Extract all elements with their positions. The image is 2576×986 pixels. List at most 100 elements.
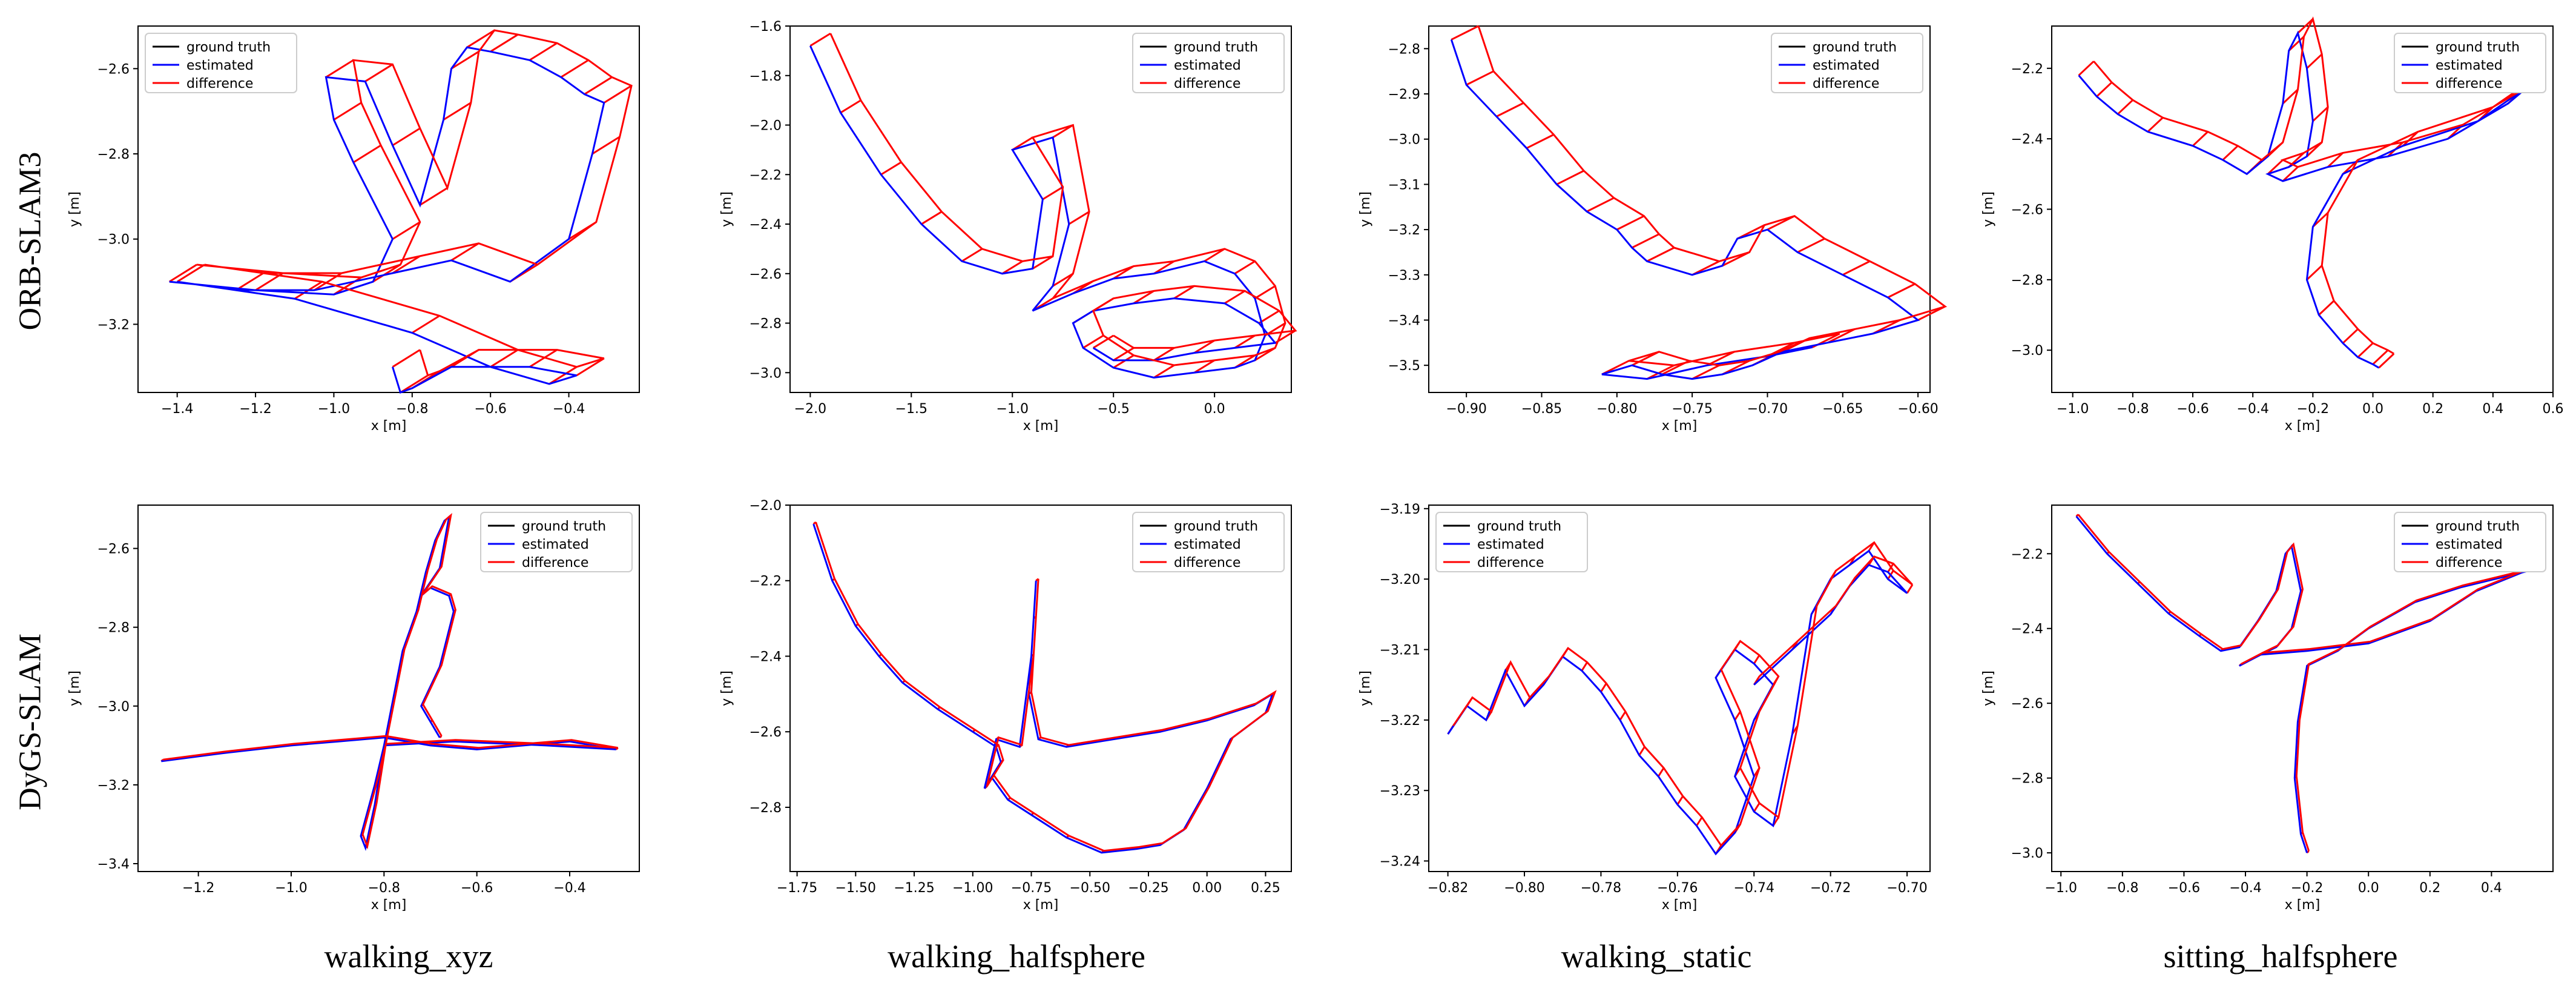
difference-segment — [325, 59, 354, 78]
difference-segment — [235, 272, 264, 291]
x-axis-label: x [m] — [371, 898, 407, 913]
x-tick-label: −0.78 — [1581, 881, 1621, 896]
difference-segment — [809, 32, 831, 47]
legend-label: difference — [1174, 76, 1240, 91]
difference-line — [2077, 514, 2540, 852]
x-tick-label: 0.0 — [2362, 402, 2383, 417]
x-tick-label: 0.2 — [2422, 402, 2443, 417]
legend-label: ground truth — [1174, 519, 1258, 534]
legend-box — [480, 512, 633, 572]
y-tick-label: −3.3 — [1388, 268, 1420, 283]
legend-box — [1132, 33, 1285, 93]
y-tick-label: −1.6 — [749, 19, 782, 35]
x-tick-label: −0.75 — [1672, 402, 1712, 417]
legend-box — [145, 33, 297, 93]
difference-segment — [2372, 349, 2389, 365]
x-tick-label: −0.6 — [461, 881, 493, 896]
difference-segment — [2222, 145, 2239, 161]
difference-segment — [529, 42, 558, 61]
y-tick-label: −2.0 — [749, 498, 782, 514]
y-tick-label: −3.2 — [97, 317, 130, 333]
y-tick-label: −3.22 — [1380, 713, 1420, 729]
x-tick-label: −1.5 — [895, 402, 927, 417]
legend-box — [1435, 512, 1588, 572]
legend: ground truth estimated difference — [1435, 512, 1588, 572]
x-tick-label: −0.75 — [1011, 881, 1052, 896]
x-tick-label: −0.85 — [1521, 402, 1562, 417]
x-tick-label: −0.90 — [1446, 402, 1486, 417]
difference-segment — [548, 366, 578, 385]
difference-segment — [1001, 260, 1023, 275]
legend: ground truth estimated difference — [145, 33, 297, 93]
x-tick-label: −0.4 — [2229, 881, 2261, 896]
x-tick-label: −0.25 — [1128, 881, 1168, 896]
difference-segment — [450, 50, 479, 70]
difference-segment — [1906, 584, 1914, 594]
x-tick-label: 0.00 — [1192, 881, 1222, 896]
legend: ground truth estimated difference — [1132, 512, 1285, 572]
difference-segment — [1052, 273, 1074, 287]
legend-label: difference — [1813, 76, 1879, 91]
difference-segment — [392, 255, 421, 274]
difference-segment — [2306, 53, 2323, 69]
difference-segment — [392, 349, 421, 368]
x-tick-label: 0.4 — [2482, 402, 2503, 417]
legend-label: estimated — [2436, 58, 2503, 73]
difference-segment — [1556, 170, 1584, 185]
y-tick-label: −3.0 — [97, 700, 130, 715]
x-axis-label: x [m] — [2285, 419, 2321, 434]
legend-label: ground truth — [2436, 519, 2520, 534]
difference-segment — [2117, 99, 2133, 115]
difference-segment — [1042, 186, 1064, 200]
legend-label: estimated — [1477, 537, 1544, 552]
x-tick-label: −1.0 — [318, 402, 350, 417]
difference-segment — [1224, 290, 1245, 305]
legend-label: estimated — [1174, 58, 1241, 73]
difference-segment — [1581, 661, 1588, 672]
x-tick-label: −0.80 — [1596, 402, 1637, 417]
x-tick-label: −1.0 — [2057, 402, 2089, 417]
x-tick-label: −1.2 — [239, 402, 271, 417]
difference-segment — [352, 144, 381, 164]
difference-segment — [2267, 159, 2284, 175]
x-tick-label: 0.0 — [2358, 881, 2379, 896]
y-tick-label: −3.4 — [1388, 313, 1420, 328]
difference-segment — [1692, 364, 1720, 380]
x-tick-label: 0.2 — [2419, 881, 2440, 896]
difference-segment — [1133, 290, 1155, 305]
x-tick-label: −1.25 — [894, 881, 934, 896]
chart-orb-sitting_halfsphere: −1.0 −0.8 −0.6 −0.4 −0.2 0.0 0.2 0.4 0.6 −2.2 −2.4… — [1981, 16, 2564, 434]
difference-segment — [1632, 233, 1660, 249]
x-tick-label: −0.80 — [1504, 881, 1544, 896]
column-label-sitting-halfsphere: sitting_halfsphere — [2163, 938, 2398, 974]
x-tick-label: −0.4 — [2236, 402, 2268, 417]
y-axis-label: y [m] — [67, 670, 82, 706]
legend-label: ground truth — [2436, 40, 2520, 55]
chart-dygs-walking_static: −0.82 −0.80 −0.78 −0.76 −0.74 −0.72 −0.70 −3.19… — [1358, 502, 1931, 913]
x-tick-label: −0.5 — [1097, 402, 1129, 417]
difference-segment — [1113, 347, 1135, 362]
y-axis-label: y [m] — [1358, 191, 1373, 227]
y-tick-label: −2.6 — [749, 725, 782, 740]
difference-segment — [2327, 152, 2344, 168]
legend-box — [1132, 512, 1285, 572]
difference-segment — [1113, 354, 1135, 369]
difference-segment — [529, 349, 558, 368]
chart-orb-walking_xyz: −1.4 −1.2 −1.0 −0.8 −0.6 −0.4 −2.6 −2.8 −3.0 −3.2… — [67, 25, 640, 434]
y-tick-label: −2.6 — [749, 267, 782, 282]
x-axis-label: x [m] — [371, 419, 407, 434]
y-tick-label: −2.2 — [2011, 547, 2043, 562]
difference-segment — [1646, 247, 1675, 262]
legend-label: estimated — [186, 58, 254, 73]
difference-segment — [1657, 767, 1665, 777]
legend: ground truth estimated difference — [480, 512, 633, 572]
x-tick-label: −0.72 — [1810, 881, 1851, 896]
legend-label: ground truth — [522, 519, 606, 534]
chart-orb-walking_static: −0.90 −0.85 −0.80 −0.75 −0.70 −0.65 −0.60 −2.8 −… — [1358, 25, 1948, 434]
y-tick-label: −3.23 — [1380, 784, 1420, 799]
difference-segment — [1234, 334, 1256, 349]
difference-line — [196, 29, 633, 377]
y-tick-label: −3.21 — [1380, 643, 1420, 658]
